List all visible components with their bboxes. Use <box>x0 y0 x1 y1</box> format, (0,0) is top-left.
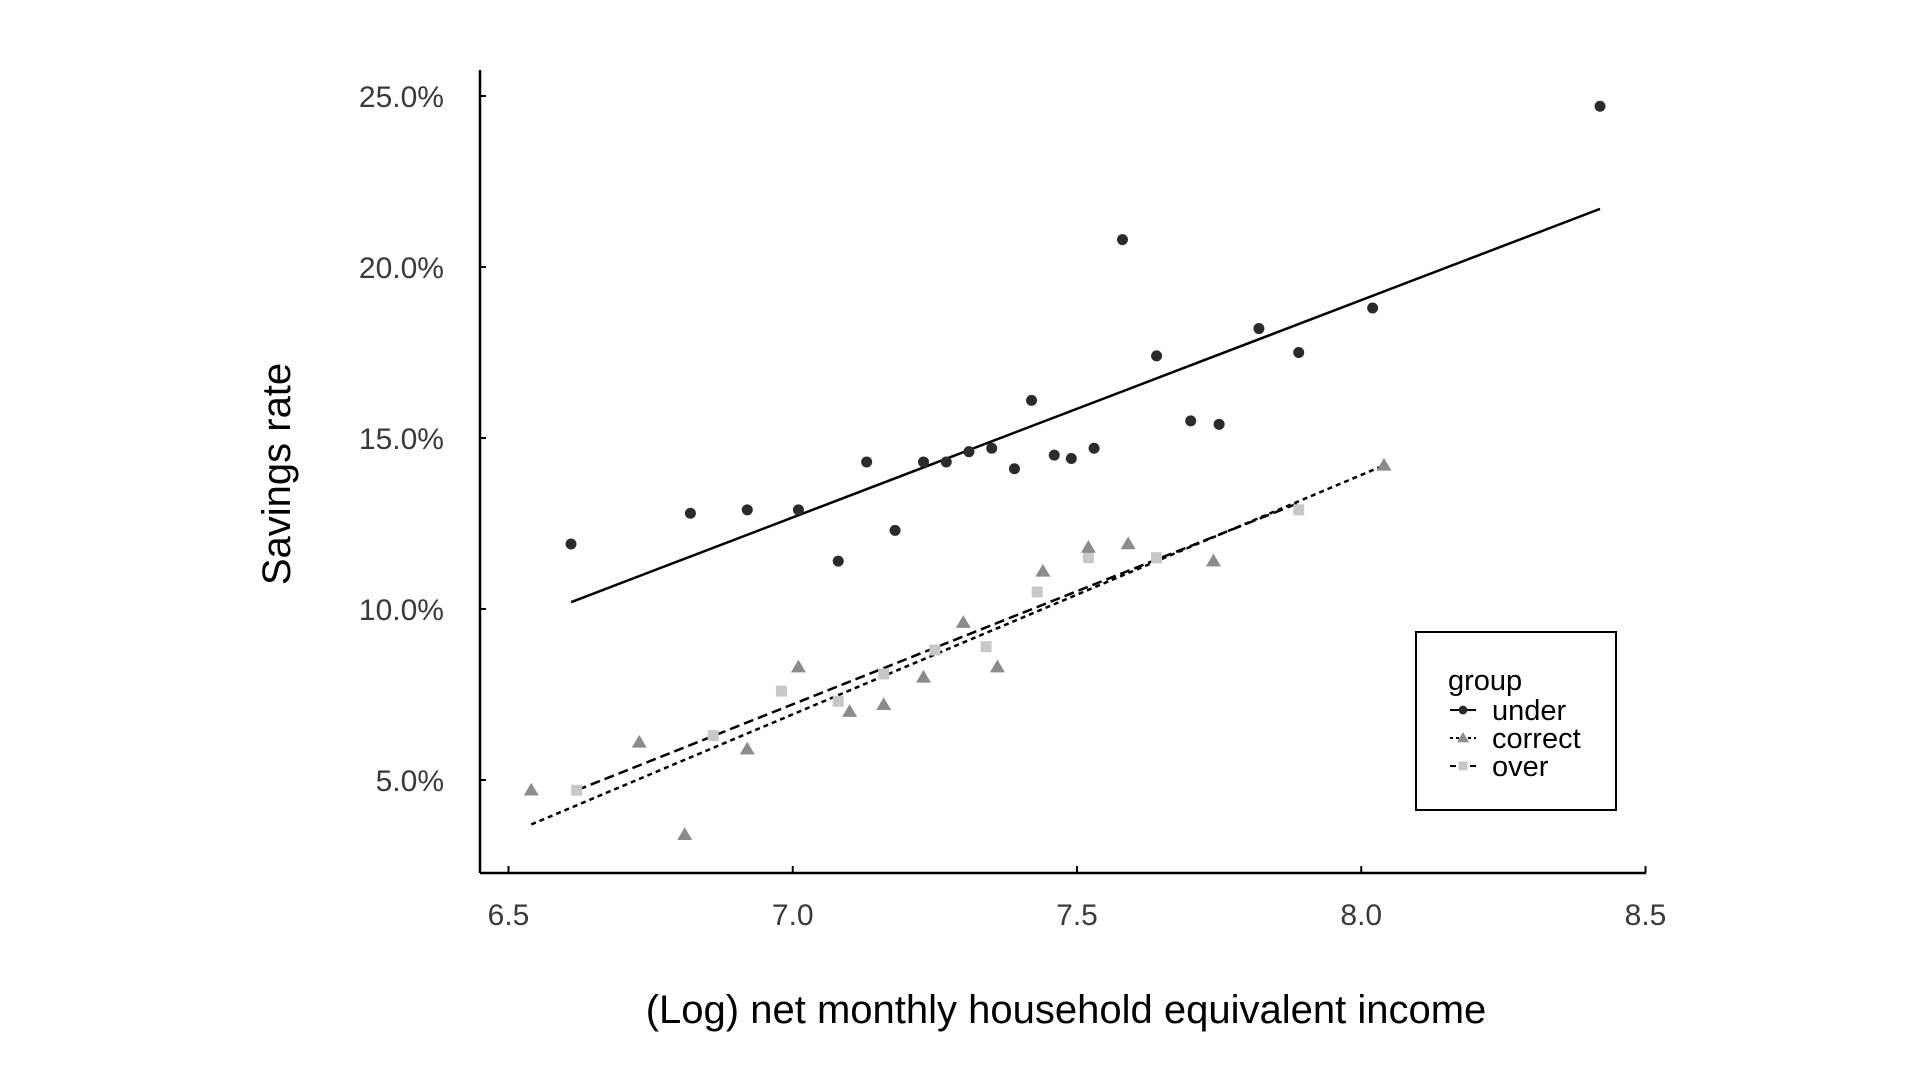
point-under <box>918 456 930 468</box>
point-under <box>684 507 696 519</box>
legend-marker-correct <box>1457 732 1469 743</box>
point-under <box>792 504 804 516</box>
fit-line-correct <box>530 464 1385 826</box>
x-tick-label: 8.5 <box>1625 899 1667 932</box>
point-under <box>1594 100 1606 112</box>
point-correct <box>1080 539 1096 553</box>
point-over <box>832 695 844 707</box>
point-correct <box>989 659 1005 673</box>
x-axis-title: (Log) net monthly household equivalent i… <box>646 988 1487 1032</box>
point-under <box>565 538 577 550</box>
axes: 5.0% 10.0% 15.0% 20.0% 25.0% 6.5 7.0 7.5 8.0 8.5 <box>359 70 1666 932</box>
point-under <box>986 442 998 454</box>
point-under <box>861 456 873 468</box>
y-tick-label: 5.0% <box>376 765 444 798</box>
point-under <box>832 555 844 567</box>
x-tick-label: 7.5 <box>1056 899 1098 932</box>
y-tick-label: 20.0% <box>359 252 444 285</box>
regression-lines <box>530 207 1601 826</box>
point-correct <box>677 827 693 840</box>
x-tick-label: 8.0 <box>1340 899 1382 932</box>
point-over <box>1082 552 1094 564</box>
y-axis-title: Savings rate <box>255 363 299 585</box>
legend-title: group <box>1448 665 1522 697</box>
point-correct <box>1035 563 1051 577</box>
point-under <box>1185 415 1197 427</box>
point-correct <box>790 659 806 673</box>
point-under <box>1293 347 1305 358</box>
legend-marker-over <box>1458 761 1468 771</box>
legend-label-correct: correct <box>1492 723 1581 755</box>
point-under <box>1026 394 1038 406</box>
legend-marker-under <box>1458 705 1468 715</box>
point-under <box>1151 350 1163 362</box>
legend-label-under: under <box>1492 695 1567 727</box>
x-tick-label: 7.0 <box>772 899 814 932</box>
point-under <box>1116 234 1128 246</box>
point-correct <box>842 704 858 717</box>
point-under <box>1088 442 1100 454</box>
y-tick-label: 25.0% <box>359 81 444 114</box>
point-over <box>980 641 992 653</box>
point-under <box>1065 453 1077 465</box>
point-correct <box>523 782 539 796</box>
point-over <box>1031 586 1043 598</box>
point-over <box>707 730 719 742</box>
point-under <box>741 504 753 516</box>
data-points <box>523 100 1606 840</box>
x-tick-label: 6.5 <box>488 899 530 932</box>
point-under <box>963 446 975 458</box>
point-under <box>1367 302 1379 314</box>
y-tick-label: 15.0% <box>359 423 444 456</box>
point-under <box>1008 463 1020 475</box>
point-over <box>1151 552 1163 564</box>
point-correct <box>631 734 647 748</box>
point-correct <box>1376 457 1392 471</box>
point-over <box>878 668 890 680</box>
legend-label-over: over <box>1492 751 1549 783</box>
point-correct <box>955 615 971 628</box>
point-correct <box>739 741 755 755</box>
point-over <box>571 784 583 796</box>
point-correct <box>1205 553 1221 567</box>
fit-line-over <box>576 501 1300 792</box>
fit-line-under <box>570 207 1601 604</box>
point-under <box>940 456 952 468</box>
point-correct <box>916 669 932 683</box>
point-over <box>929 644 941 656</box>
point-under <box>1048 449 1060 461</box>
point-over <box>1293 504 1305 516</box>
legend-box <box>1415 631 1617 811</box>
y-tick-label: 10.0% <box>359 594 444 627</box>
point-under <box>889 524 901 536</box>
point-under <box>1253 323 1265 335</box>
point-correct <box>1120 536 1136 550</box>
point-correct <box>876 697 892 711</box>
point-over <box>775 685 787 697</box>
point-under <box>1213 418 1225 430</box>
